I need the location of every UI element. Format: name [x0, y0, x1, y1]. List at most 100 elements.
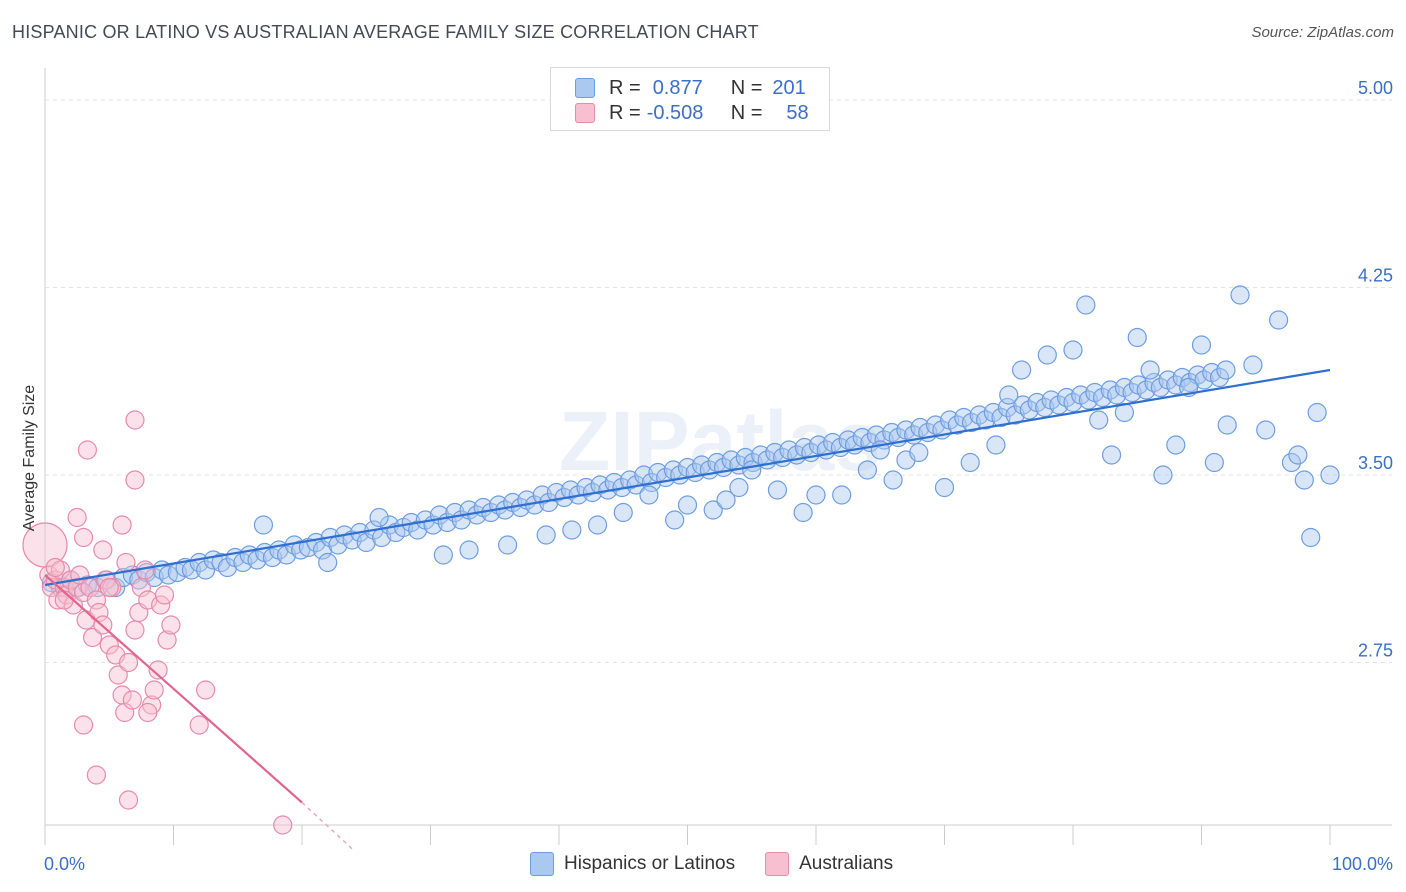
point-australian: [148, 660, 168, 680]
point-hispanic: [751, 445, 771, 465]
point-hispanic: [1037, 345, 1057, 365]
point-australian: [45, 557, 65, 578]
point-hispanic: [342, 530, 362, 550]
x-tick-label: 0.0%: [44, 854, 85, 874]
legend-swatch-hispanic: [575, 78, 595, 98]
trend-lines: [44, 368, 1331, 851]
point-australian: [82, 627, 103, 648]
point-australian: [118, 652, 139, 673]
point-hispanic: [1136, 380, 1156, 400]
point-hispanic: [716, 490, 736, 510]
point-hispanic: [408, 520, 428, 540]
x-tick-label: 100.0%: [1332, 854, 1393, 874]
point-hispanic: [253, 515, 274, 535]
trend-line-australian: [44, 574, 303, 804]
point-hispanic: [976, 410, 996, 430]
point-australian: [151, 595, 171, 615]
point-hispanic: [961, 412, 982, 433]
point-hispanic: [947, 415, 967, 435]
point-hispanic: [196, 560, 216, 580]
point-hispanic: [1307, 402, 1327, 423]
y-tick-labels: 2.75 3.50 4.25 5.00: [1358, 78, 1393, 661]
point-hispanic: [999, 385, 1019, 405]
point-australian: [161, 615, 181, 635]
point-hispanic: [1301, 527, 1321, 548]
point-hispanic: [613, 502, 633, 523]
point-hispanic: [247, 550, 267, 570]
point-hispanic: [793, 502, 813, 523]
point-australian: [99, 635, 119, 655]
correlation-legend: R = 0.877 N = 201 R = -0.508 N = 58: [550, 67, 830, 131]
point-australian: [86, 590, 107, 610]
point-hispanic: [1209, 367, 1230, 388]
point-hispanic: [1063, 392, 1083, 413]
point-hispanic: [1256, 420, 1276, 440]
legend-r-label: R =: [609, 101, 641, 124]
point-hispanic: [991, 407, 1011, 428]
x-tick-labels: 0.0% 100.0%: [44, 854, 1393, 874]
point-australian: [122, 690, 142, 710]
point-hispanic: [1107, 385, 1127, 405]
point-hispanic: [498, 535, 518, 555]
grid-lines: [45, 99, 1392, 663]
y-tick-label: 4.25: [1358, 266, 1393, 286]
point-hispanic: [1166, 435, 1186, 455]
chart-title: HISPANIC OR LATINO VS AUSTRALIAN AVERAGE…: [12, 22, 759, 42]
point-australian: [118, 790, 139, 810]
point-australian: [112, 515, 132, 535]
point-hispanic: [832, 485, 852, 505]
point-hispanic: [794, 437, 815, 458]
series-swatch-hispanic: [530, 852, 554, 876]
point-hispanic: [459, 540, 479, 560]
data-points: [22, 285, 1340, 835]
y-tick-label: 3.50: [1358, 453, 1393, 473]
series-legend-hispanic: Hispanics or Latinos: [530, 852, 735, 876]
point-hispanic: [838, 430, 858, 450]
point-hispanic: [1243, 355, 1263, 375]
point-hispanic: [276, 545, 297, 565]
point-hispanic: [960, 452, 980, 473]
point-hispanic: [882, 422, 902, 443]
point-hispanic: [857, 460, 878, 480]
series-swatch-australian: [765, 852, 790, 876]
point-hispanic: [703, 500, 723, 520]
point-hispanic: [318, 552, 338, 573]
legend-row-hispanic: R = 0.877 N = 201: [575, 76, 806, 100]
point-hispanic: [934, 477, 955, 498]
point-australian: [125, 620, 145, 640]
point-hispanic: [620, 470, 640, 490]
point-hispanic: [677, 495, 698, 515]
point-hispanic: [969, 405, 989, 425]
point-australian: [116, 552, 136, 573]
point-hispanic: [729, 477, 749, 498]
point-hispanic: [909, 442, 929, 463]
point-hispanic: [1076, 295, 1096, 315]
point-hispanic: [1056, 387, 1077, 408]
point-hispanic: [883, 470, 903, 490]
point-hispanic: [211, 552, 231, 573]
point-hispanic: [1101, 445, 1122, 465]
point-australian: [154, 585, 175, 605]
legend-n-value: 201: [772, 76, 806, 99]
point-hispanic: [1127, 327, 1147, 348]
point-hispanic: [369, 507, 389, 528]
point-hispanic: [1063, 340, 1083, 360]
point-hispanic: [1019, 400, 1039, 420]
axes: [44, 68, 1392, 845]
point-hispanic: [1100, 380, 1120, 400]
point-australian: [73, 527, 94, 548]
point-australian: [77, 440, 98, 460]
series-legend: Hispanics or Latinos Australians: [530, 852, 923, 876]
point-hispanic: [1122, 382, 1142, 403]
legend-n-value: 58: [786, 101, 809, 124]
trend-line-australian-extension: [301, 801, 354, 851]
series-legend-label: Hispanics or Latinos: [564, 853, 736, 874]
point-australian: [108, 665, 128, 685]
point-hispanic: [129, 570, 149, 590]
point-hispanic: [1011, 360, 1032, 380]
legend-r-value: 0.877: [652, 76, 703, 99]
point-australian: [125, 470, 145, 490]
point-hispanic: [1005, 405, 1025, 425]
legend-r-value: -0.508: [646, 101, 704, 124]
